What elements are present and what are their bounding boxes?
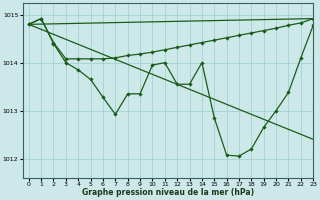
X-axis label: Graphe pression niveau de la mer (hPa): Graphe pression niveau de la mer (hPa) (82, 188, 254, 197)
